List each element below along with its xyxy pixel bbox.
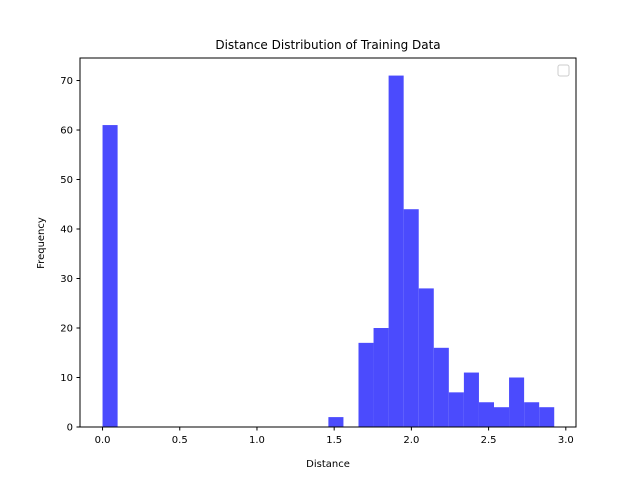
histogram-bar xyxy=(418,288,434,427)
legend-box xyxy=(557,64,570,77)
y-tick-label: 70 xyxy=(60,76,73,87)
x-tick-label: 3.0 xyxy=(558,435,574,446)
x-tick-label: 0.0 xyxy=(95,435,111,446)
x-axis-label: Distance xyxy=(306,459,350,470)
y-tick-label: 30 xyxy=(60,274,73,285)
x-tick-label: 2.0 xyxy=(403,435,419,446)
histogram-bar xyxy=(328,417,344,427)
histogram-bar xyxy=(463,372,479,427)
y-tick-label: 20 xyxy=(60,324,73,335)
y-tick-label: 40 xyxy=(60,225,73,236)
chart-title: Distance Distribution of Training Data xyxy=(215,38,440,52)
histogram-bar xyxy=(388,75,404,428)
x-tick-label: 1.0 xyxy=(249,435,265,446)
y-tick-label: 0 xyxy=(67,423,73,434)
histogram-bar xyxy=(373,328,389,427)
plot-frame xyxy=(79,57,577,428)
y-tick-label: 10 xyxy=(60,373,73,384)
histogram-bar xyxy=(478,402,495,427)
histogram-bar xyxy=(433,347,449,427)
histogram-bar xyxy=(539,407,555,427)
histogram-bar xyxy=(524,402,540,427)
histogram-bar xyxy=(509,377,525,427)
histogram-bar xyxy=(448,392,464,427)
histogram-bar xyxy=(358,342,374,427)
x-tick-label: 1.5 xyxy=(326,435,342,446)
y-axis-ticks: 0 10 20 30 40 50 60 70 xyxy=(60,76,80,434)
x-tick-label: 2.5 xyxy=(481,435,497,446)
y-tick-label: 60 xyxy=(60,126,73,137)
x-axis-ticks: 0.0 0.5 1.0 1.5 2.0 2.5 3.0 xyxy=(95,427,574,446)
histogram-bar xyxy=(102,125,118,427)
x-tick-label: 0.5 xyxy=(172,435,188,446)
histogram-bar xyxy=(494,407,510,427)
histogram-bars xyxy=(102,75,555,428)
y-axis-label: Frequency xyxy=(36,217,47,269)
histogram-bar xyxy=(403,209,419,427)
y-tick-label: 50 xyxy=(60,175,73,186)
